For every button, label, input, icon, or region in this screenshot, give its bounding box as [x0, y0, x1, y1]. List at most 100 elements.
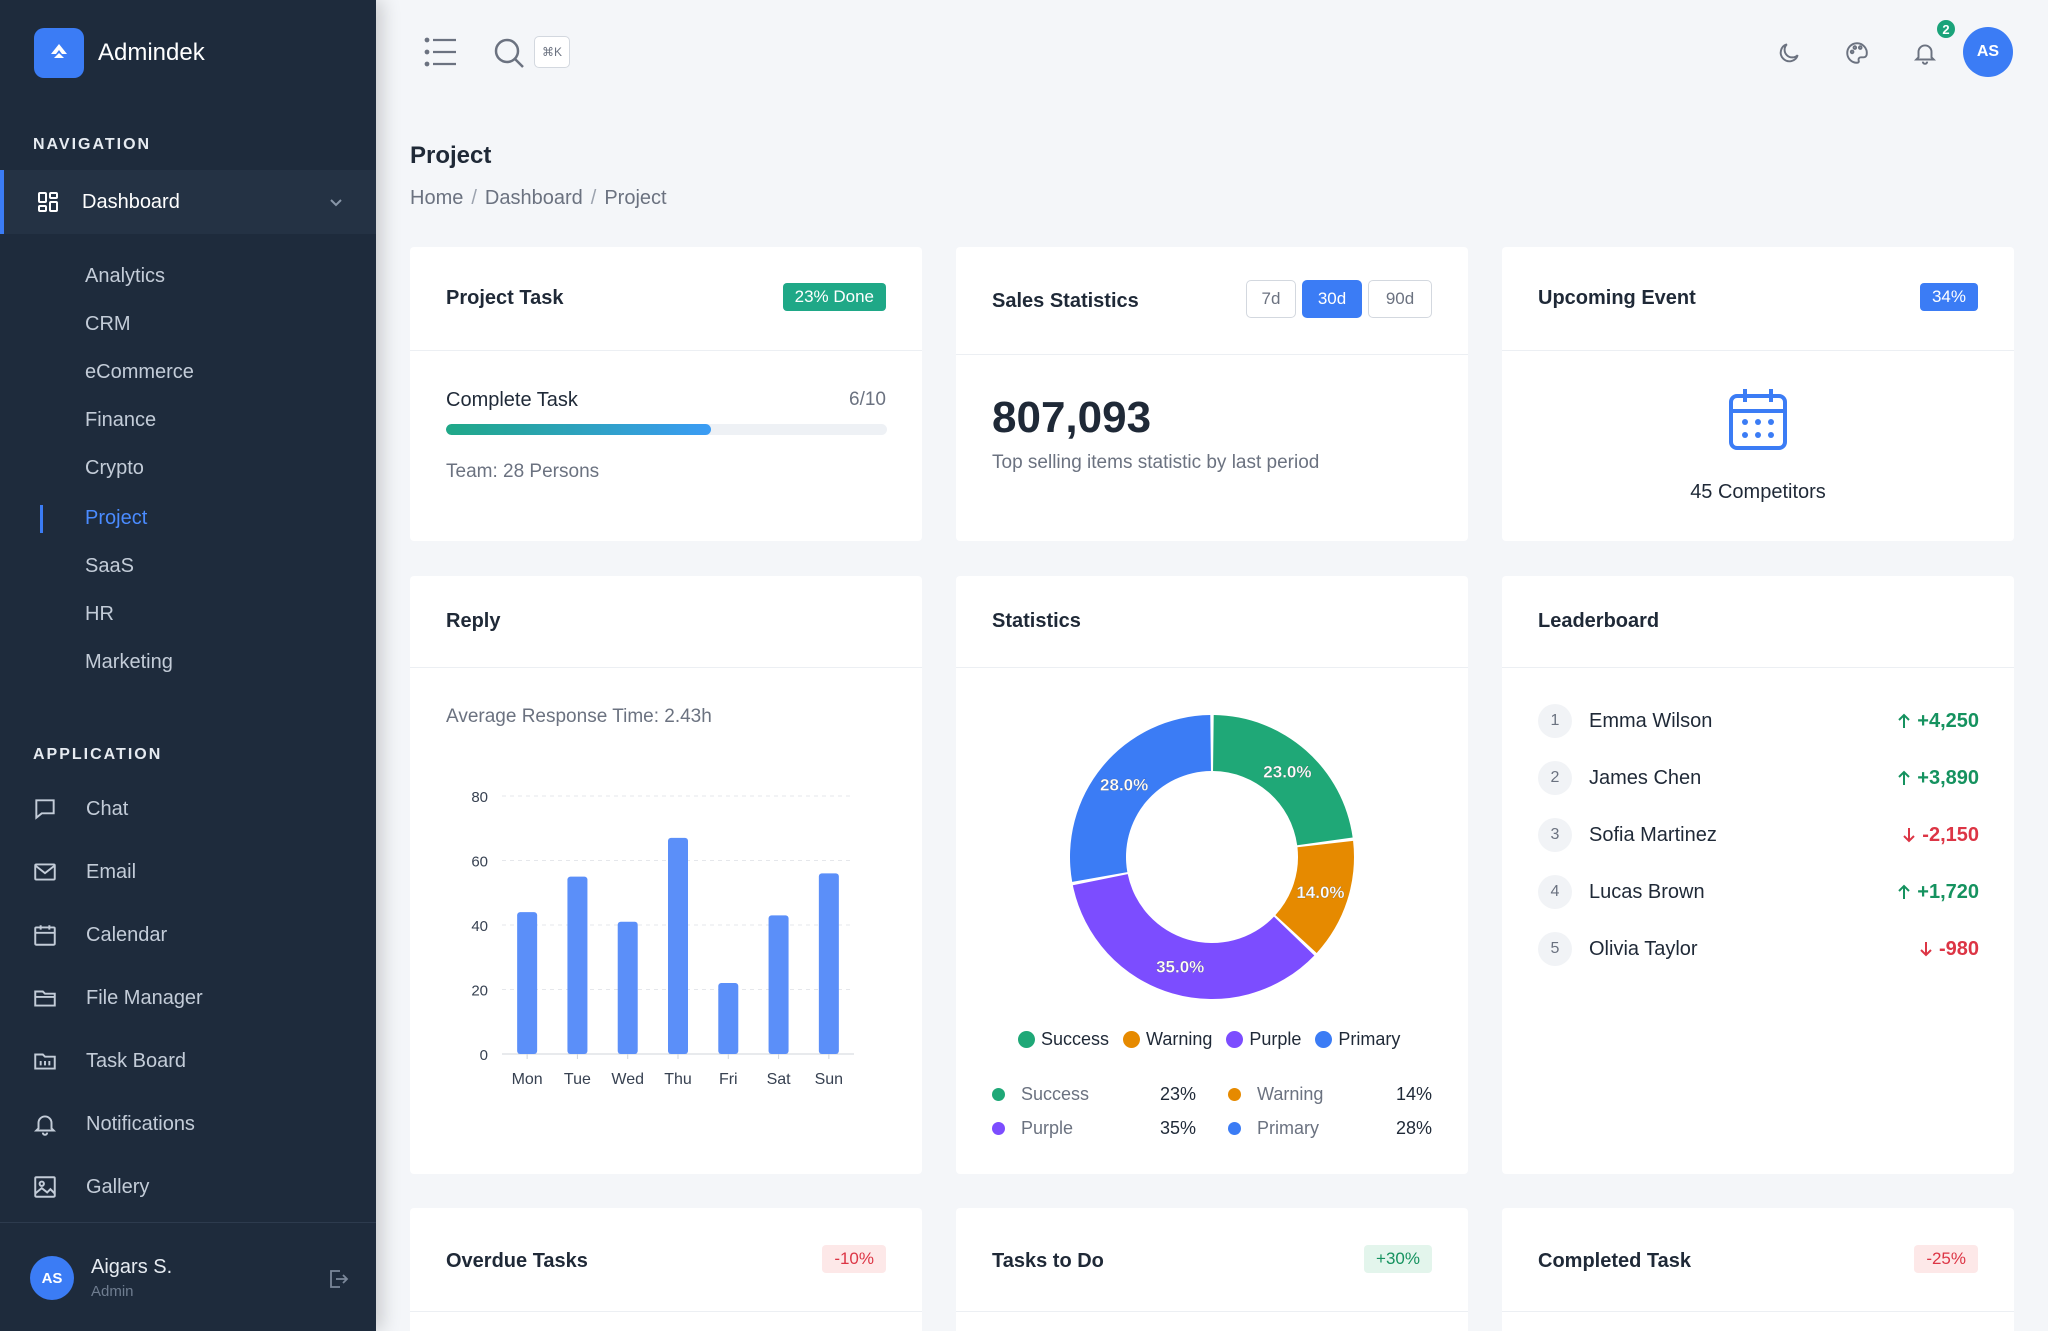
leaderboard-row[interactable]: 3 Sofia Martinez -2,150 [1538, 818, 1979, 852]
bar[interactable] [567, 876, 588, 1054]
logo-icon [34, 28, 84, 78]
leaderboard-name: Lucas Brown [1589, 880, 1705, 903]
bar[interactable] [517, 912, 538, 1054]
progress-fill [446, 424, 711, 435]
bar[interactable] [617, 921, 638, 1054]
sidebar-item-chat[interactable]: Chat [32, 796, 128, 822]
leaderboard-name: Sofia Martinez [1589, 823, 1717, 846]
leaderboard-row[interactable]: 2 James Chen +3,890 [1538, 761, 1979, 795]
search-icon[interactable] [492, 36, 526, 70]
y-tick-label: 60 [471, 854, 488, 871]
sidebar-item-task-board[interactable]: Task Board [32, 1048, 186, 1074]
summary-value: 14% [1395, 1084, 1432, 1104]
sidebar-subitem-marketing[interactable]: Marketing [85, 651, 173, 673]
reply-card: Reply Average Response Time: 2.43h 0 20 40… [410, 576, 922, 1174]
application-section-label: APPLICATION [33, 746, 163, 763]
sidebar-subitem-ecommerce[interactable]: eCommerce [85, 361, 194, 383]
sidebar-subitem-hr[interactable]: HR [85, 603, 114, 625]
sidebar-item-email[interactable]: Email [32, 859, 136, 885]
breadcrumb-current: Project [604, 187, 667, 209]
sidebar-item-gallery[interactable]: Gallery [32, 1174, 149, 1200]
range-7d-button[interactable]: 7d [1246, 280, 1296, 318]
sidebar-item-label: File Manager [86, 986, 203, 1009]
sidebar-item-dashboard[interactable]: Dashboard [0, 170, 376, 234]
card-title: Sales Statistics [992, 290, 1139, 312]
mail-icon [34, 863, 56, 881]
range-30d-button[interactable]: 30d [1302, 280, 1362, 318]
rank-badge: 1 [1538, 704, 1572, 738]
score-value: +3,890 [1917, 766, 1979, 789]
sidebar-subitem-project[interactable]: Project [85, 507, 148, 529]
search-shortcut[interactable]: ⌘K [534, 36, 570, 68]
slice-label: 35.0% [1156, 957, 1204, 976]
bar-chart: 0 20 40 60 80 Mon Tue Wed Thu Fri Sat Sun [471, 789, 854, 1088]
bar[interactable] [818, 873, 839, 1054]
completed-task-card: Completed Task -25% [1502, 1208, 2014, 1331]
breadcrumb-dashboard[interactable]: Dashboard [484, 187, 583, 209]
page-title: Project [410, 142, 492, 169]
image-icon [34, 1176, 56, 1198]
user-name: Aigars S. [91, 1256, 173, 1278]
logo[interactable]: Admindek [34, 28, 205, 78]
range-90d-button[interactable]: 90d [1368, 280, 1432, 318]
card-title: Upcoming Event [1538, 287, 1696, 309]
breadcrumb-home[interactable]: Home [410, 187, 464, 209]
active-indicator [40, 505, 43, 533]
card-title: Reply [446, 610, 501, 632]
bar[interactable] [768, 915, 789, 1054]
summary-dot [992, 1088, 1005, 1101]
sidebar-item-label: Calendar [86, 923, 168, 946]
sidebar-item-file-manager[interactable]: File Manager [32, 985, 203, 1011]
leaderboard-row[interactable]: 5 Olivia Taylor -980 [1538, 932, 1979, 966]
sidebar-subitem-crm[interactable]: CRM [85, 313, 131, 335]
summary-dot [1228, 1088, 1241, 1101]
avatar[interactable]: AS [1963, 27, 2013, 77]
card-title: Statistics [992, 610, 1081, 632]
sidebar-subitem-analytics[interactable]: Analytics [85, 265, 166, 287]
bar[interactable] [668, 837, 688, 1054]
leaderboard-row[interactable]: 4 Lucas Brown +1,720 [1538, 875, 1979, 909]
arrow-down-icon [1903, 828, 1915, 843]
score-value: -2,150 [1922, 823, 1979, 846]
legend-label-purple[interactable]: Purple [1249, 1029, 1302, 1049]
donut-slice-success[interactable] [1213, 715, 1353, 846]
card-title: Overdue Tasks [446, 1250, 588, 1272]
sidebar-subitem-saas[interactable]: SaaS [85, 555, 134, 577]
summary-warning: Warning 14% [1228, 1084, 1432, 1105]
donut-slice-purple[interactable] [1072, 874, 1315, 999]
summary-success: Success 23% [992, 1084, 1196, 1105]
palette-icon[interactable] [1844, 40, 1870, 66]
breadcrumb-separator: / [590, 187, 597, 209]
slice-label: 23.0% [1263, 762, 1311, 781]
sidebar-subitem-finance[interactable]: Finance [85, 409, 157, 431]
logout-icon[interactable] [326, 1267, 350, 1291]
rank-badge: 5 [1538, 932, 1572, 966]
chevron-down-icon[interactable] [328, 194, 344, 210]
bar[interactable] [718, 983, 739, 1054]
legend-label-warning[interactable]: Warning [1146, 1029, 1213, 1049]
upcoming-event-card: Upcoming Event 34% 45 Competitors [1502, 247, 2014, 541]
status-badge: -25% [1914, 1245, 1978, 1273]
y-tick-label: 80 [471, 789, 488, 806]
sidebar-item-notifications[interactable]: Notifications [32, 1111, 195, 1137]
card-title: Leaderboard [1538, 610, 1660, 632]
folder-icon [34, 990, 56, 1007]
navigation-section-label: NAVIGATION [33, 136, 152, 153]
leaderboard-row[interactable]: 1 Emma Wilson +4,250 [1538, 704, 1979, 738]
card-title: Project Task [446, 287, 564, 309]
x-tick-label: Fri [719, 1071, 738, 1088]
sidebar-item-calendar[interactable]: Calendar [32, 922, 167, 948]
donut-slice-primary[interactable] [1070, 715, 1211, 882]
menu-icon[interactable] [424, 36, 458, 68]
summary-value: 28% [1395, 1118, 1432, 1138]
slice-label: 28.0% [1100, 775, 1148, 794]
bell-icon[interactable] [1912, 40, 1938, 66]
donut-slice-warning[interactable] [1275, 840, 1354, 953]
sidebar-subitem-crypto[interactable]: Crypto [85, 457, 144, 479]
notification-badge: 2 [1935, 18, 1957, 40]
moon-icon[interactable] [1776, 40, 1802, 66]
legend-label-success[interactable]: Success [1041, 1029, 1110, 1049]
sales-caption: Top selling items statistic by last peri… [992, 452, 1320, 473]
legend-label-primary[interactable]: Primary [1338, 1029, 1401, 1049]
avatar[interactable]: AS [30, 1256, 74, 1300]
